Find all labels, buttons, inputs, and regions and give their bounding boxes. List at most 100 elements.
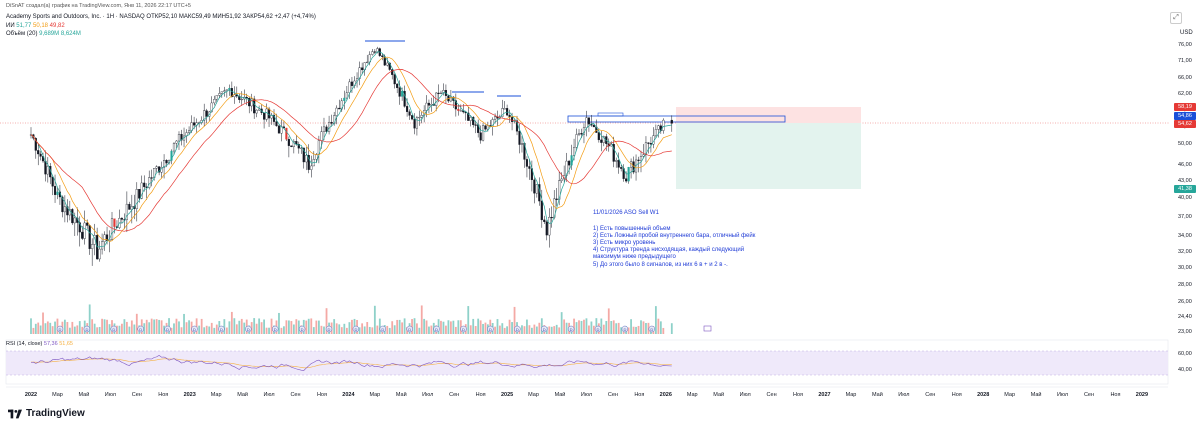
candle-body [454,100,457,110]
dividend-marker-label: D [274,327,277,332]
candle-body [71,209,74,224]
volume-bar [208,326,211,334]
time-tick-label: 2029 [1136,392,1148,398]
candle-body [572,147,576,156]
volume-bar [44,323,47,334]
candle-body [101,241,104,250]
candle-body [580,133,583,135]
candle-body [481,125,485,141]
candle-body [649,143,652,145]
dividend-marker-icon[interactable] [594,325,602,333]
volume-bar [474,326,477,334]
dividend-marker-icon[interactable] [433,325,440,333]
candle-body [545,221,548,236]
dividend-marker-label: D [623,327,626,332]
dividend-marker-icon[interactable] [164,325,171,333]
volume-bar [278,312,280,334]
time-tick-label: 2025 [501,392,513,398]
dividend-marker-icon[interactable] [540,325,548,333]
volume-bar [469,325,472,334]
dividend-marker-icon[interactable] [487,325,494,333]
volume-bar [654,306,657,334]
brand-name: TradingView [26,408,85,419]
candle-body [150,177,153,179]
volume-bar [103,319,106,334]
dividend-marker-icon[interactable] [514,325,521,333]
volume-bar [442,321,445,334]
candle-body [213,99,216,104]
candle-body [560,178,563,181]
dividend-marker-icon[interactable] [271,325,279,333]
dividend-marker-icon[interactable] [218,325,225,333]
volume-bar [430,325,433,334]
volume-bar [128,326,131,334]
dividend-marker-icon[interactable] [621,325,629,333]
candle-body [135,189,138,209]
price-tick-label: 28,00 [1178,282,1192,288]
candle-body [585,117,588,128]
candle-body [602,136,605,143]
micro-level-box[interactable] [567,115,786,123]
volume-bar [148,322,151,334]
dividend-marker-icon[interactable] [379,325,387,333]
dividend-marker-icon[interactable] [567,325,575,333]
volume-bar [125,321,128,334]
volume-bar [479,320,482,334]
fullscreen-icon[interactable]: ⤢ [1170,12,1182,24]
dividend-marker-icon[interactable] [298,325,306,333]
trade-note-title: 11/01/2026 ASO Sell W1 [593,210,659,216]
time-axis[interactable]: 2022 Мар Май Июл Сен Ноя 2023 Мар Май Июл Сен Ноя 20… [25,391,1148,398]
candle-body [615,160,618,162]
dividend-marker-icon[interactable] [352,325,360,333]
dividend-marker-icon[interactable] [137,325,144,333]
dividend-marker-label: D [85,327,88,332]
inside-bar-box[interactable] [597,112,624,117]
candle-body [98,248,101,260]
volume-bar [498,325,501,334]
event-box[interactable] [703,325,712,332]
candle-body [66,206,69,216]
currency-label: USD [1180,30,1193,36]
trade-note[interactable]: 11/01/2026 ASO Sell W1 1) Есть повышенны… [593,210,763,269]
volume-bar [351,319,353,334]
candle-body [307,154,310,170]
ma-label[interactable]: ИИ [6,23,15,29]
candle-body [280,126,283,134]
candle-body [408,111,411,116]
candle-body [518,131,521,145]
dividend-marker-label: D [381,327,384,332]
volume-bar [610,321,613,334]
stop-zone[interactable] [676,107,861,123]
candle-body [170,150,173,161]
rsi-indicator-label[interactable]: RSI (14, close) [6,341,43,347]
symbol-name[interactable]: Academy Sports and Outdoors, Inc. · 1Н ·… [6,14,145,20]
volume-label[interactable]: Объём (20) [6,31,38,37]
candle-body [437,92,440,94]
candle-body [53,186,57,195]
target-zone[interactable] [676,123,861,189]
price-tick-label: 26,00 [1178,299,1192,305]
tradingview-logo[interactable]: TradingView [8,408,85,419]
dividend-marker-icon[interactable] [83,325,91,333]
dividend-marker-icon[interactable] [191,325,198,333]
dividend-marker-icon[interactable] [460,325,467,333]
time-tick-label: 2024 [342,392,355,398]
dividend-marker-icon[interactable] [325,325,333,333]
dividend-marker-icon[interactable] [406,325,413,333]
volume-bar [93,323,96,334]
dividend-marker-icon[interactable] [56,325,64,333]
candle-body [285,127,288,140]
price-tick-label: 37,00 [1178,214,1192,220]
dividend-marker-icon[interactable] [110,325,118,333]
volume-bar [388,327,391,334]
volume-bar [280,327,283,334]
candle-body [371,51,374,55]
dividend-marker-icon[interactable] [245,325,252,333]
dividend-marker-icon[interactable] [648,325,656,333]
trade-note-line: 4) Структура тренда нисходящая, каждый с… [593,247,745,261]
candle-body [93,235,96,245]
volume-bar [425,320,428,334]
volume-bar [101,318,103,334]
